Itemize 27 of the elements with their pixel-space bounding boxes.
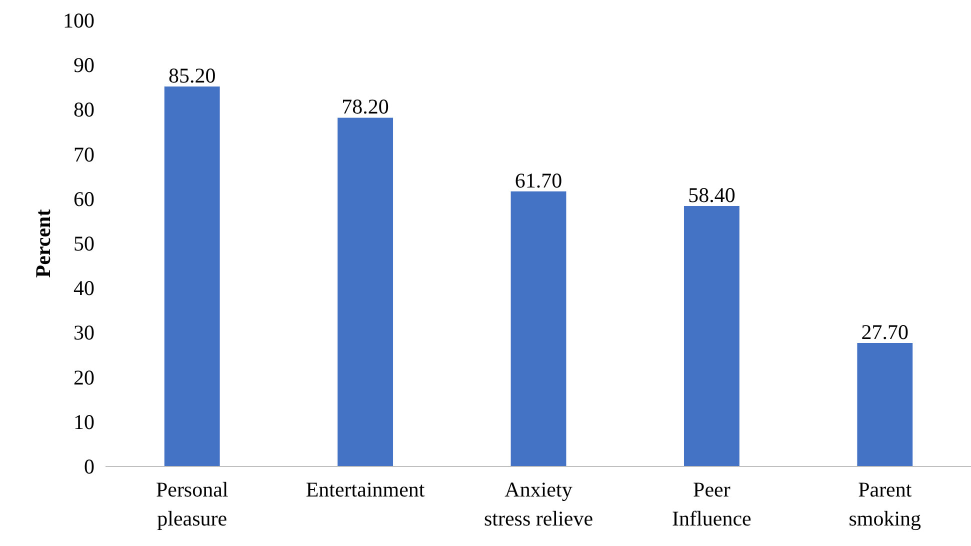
y-tick-label: 50	[74, 232, 94, 256]
x-tick-label: Peer Influence	[672, 478, 752, 530]
y-tick-label: 80	[74, 98, 94, 122]
x-tick-label: Entertainment	[306, 478, 425, 502]
data-label: 85.20	[168, 64, 216, 88]
y-axis-title: Percent	[31, 209, 55, 278]
data-label: 27.70	[861, 320, 909, 344]
x-tick-label: Parent smoking	[848, 478, 922, 530]
bar	[338, 118, 394, 466]
y-tick-label: 70	[74, 142, 94, 166]
x-tick-label: Anxiety stress relieve	[484, 478, 594, 530]
y-tick-label: 20	[74, 365, 94, 390]
x-tick-label: Personal pleasure	[156, 478, 228, 530]
y-tick-label: 60	[74, 186, 94, 211]
bar	[684, 206, 740, 466]
bar	[510, 191, 566, 466]
bar	[857, 342, 913, 466]
data-label: 78.20	[342, 94, 389, 119]
y-tick-label: 30	[74, 320, 94, 345]
y-tick-label: 90	[74, 53, 94, 78]
y-tick-label: 0	[84, 454, 94, 478]
y-tick-label: 40	[74, 276, 94, 300]
y-tick-label: 10	[74, 410, 94, 434]
data-label: 61.70	[514, 168, 562, 192]
y-tick-label: 100	[63, 8, 94, 32]
data-label: 58.40	[688, 183, 736, 208]
bar	[164, 86, 220, 466]
